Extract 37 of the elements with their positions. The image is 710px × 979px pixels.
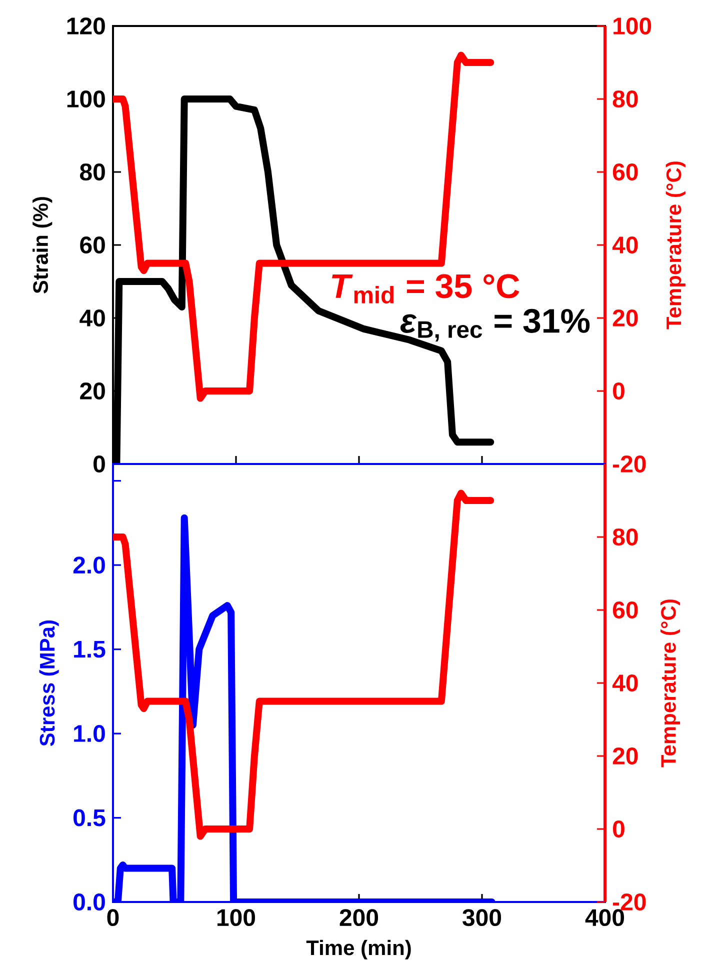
y2-tick-label: 40 [612, 674, 638, 692]
y2-tick-label: 80 [612, 528, 638, 546]
y2-tick-label: 20 [612, 748, 638, 764]
x-tick-label: 0 [107, 909, 119, 926]
y-tick-label: 80 [80, 164, 105, 180]
y2-tick-label: 60 [612, 602, 638, 618]
y2-tick-label: 60 [612, 164, 638, 180]
y-tick-label: 40 [80, 310, 105, 326]
y2-tick-label: 20 [612, 310, 638, 326]
y2-axis-title: Temperature (°C) [666, 162, 686, 330]
y-tick-label: 0 [94, 456, 105, 472]
y2-tick-label: 0 [613, 820, 624, 838]
x-axis-title: Time (min) [306, 940, 411, 960]
y-tick-label: 120 [67, 18, 105, 34]
y-axis-title: Stress (MPa) [39, 620, 59, 746]
y2-tick-label: 80 [612, 90, 638, 108]
y-tick-label: 0.5 [74, 809, 106, 826]
annotation: $\text{\textit{ε}}_{\text{B, rec}}\text{ = 31\%}$ [400, 308, 590, 342]
x-tick-label: 100 [217, 909, 256, 926]
y-tick-label: 0.0 [74, 894, 105, 910]
y-tick-label: 20 [80, 382, 105, 400]
y-tick-label: 2.0 [73, 556, 105, 574]
annotation: T$_{mid}$ = 35 °C [332, 274, 520, 304]
x-tick-label: 400 [585, 909, 624, 926]
y-tick-label: 100 [67, 90, 105, 108]
y2-tick-label: 100 [614, 18, 652, 34]
y2-tick-label: -20 [613, 456, 646, 472]
y2-tick-label: 0 [613, 382, 624, 400]
x-tick-label: 200 [340, 909, 378, 926]
y2-tick-label: -20 [613, 894, 646, 910]
y-tick-label: 60 [80, 236, 105, 254]
y2-axis-title: Temperature (°C) [660, 600, 680, 768]
y-axis-title: Strain (%) [32, 197, 52, 294]
x-tick-label: 300 [462, 909, 502, 926]
y-tick-label: 1.0 [74, 725, 105, 742]
y-tick-label: 1.5 [74, 640, 106, 658]
y2-tick-label: 40 [612, 236, 638, 254]
